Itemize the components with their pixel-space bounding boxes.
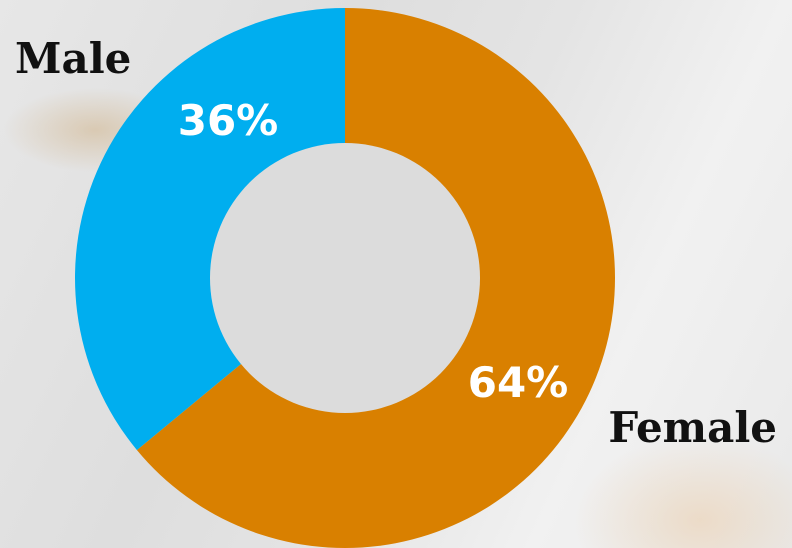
- slice-male: [75, 8, 345, 451]
- category-label-male: Male: [15, 34, 131, 83]
- donut-hole: [210, 143, 480, 413]
- category-label-female: Female: [608, 403, 777, 452]
- value-label-male: 36%: [178, 96, 279, 145]
- chart-labels: 36% Male 64% Female: [15, 34, 777, 452]
- value-label-female: 64%: [468, 358, 569, 407]
